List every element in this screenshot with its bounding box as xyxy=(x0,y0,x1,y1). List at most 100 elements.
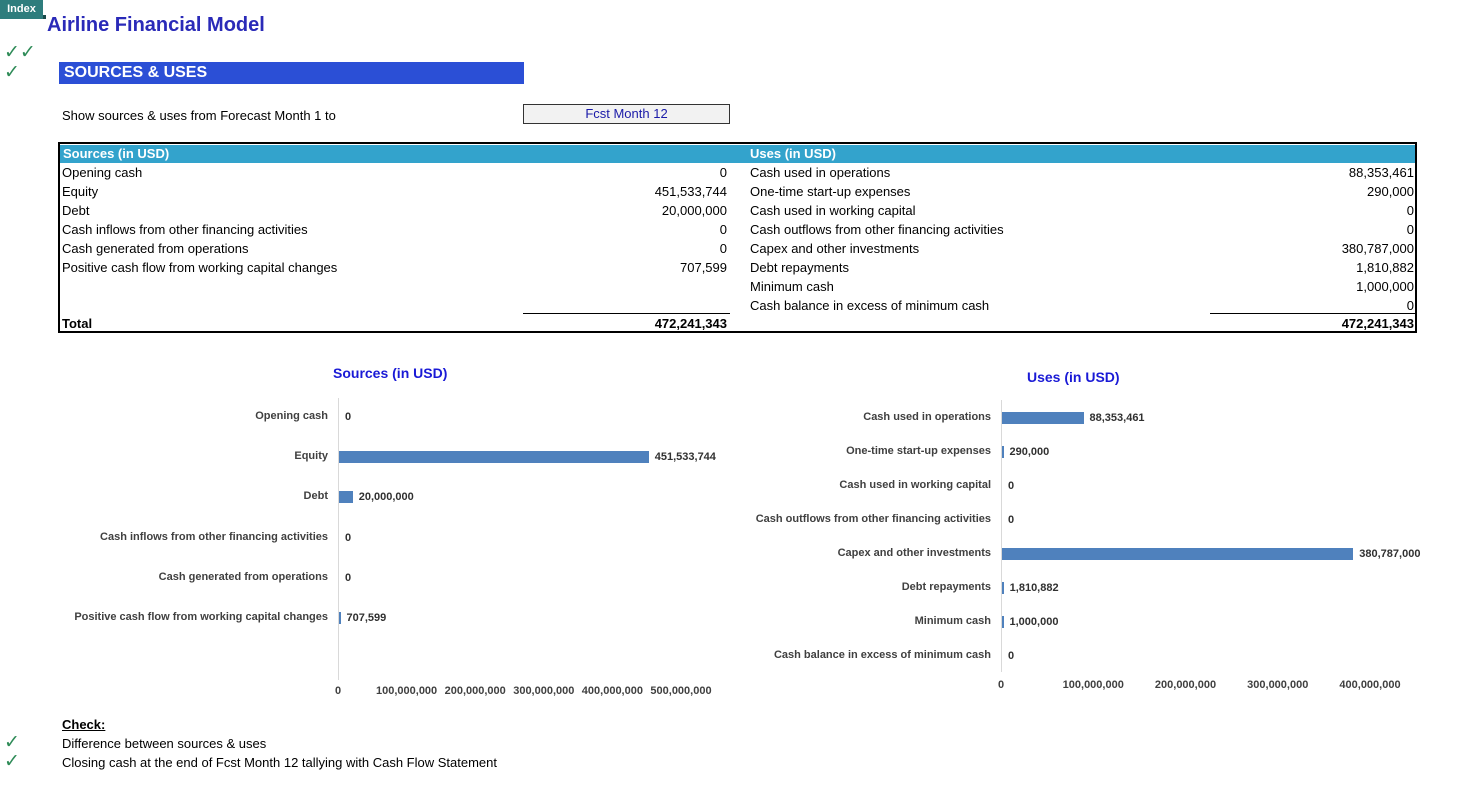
chart-tick-label: 200,000,000 xyxy=(444,685,506,697)
period-select[interactable]: Fcst Month 12 xyxy=(523,104,730,124)
chart-category-label: Cash generated from operations xyxy=(158,570,328,583)
chart-data-label: 0 xyxy=(345,411,352,423)
chart-category-label: Cash outflows from other financing activ… xyxy=(755,513,991,525)
chart-category-label: Debt xyxy=(303,490,328,503)
uses-row-label: Debt repayments xyxy=(750,260,849,275)
chart-tick-label: 100,000,000 xyxy=(1062,679,1124,691)
uses-row-value: 1,000,000 xyxy=(1356,279,1414,294)
uses-row-value: 0 xyxy=(1406,298,1414,313)
uses-row-label: Cash outflows from other financing activ… xyxy=(750,222,1004,237)
sources-row-label: Cash inflows from other financing activi… xyxy=(62,222,308,237)
chart-category-label: Cash inflows from other financing activi… xyxy=(100,530,328,543)
sources-row-value: 20,000,000 xyxy=(661,203,727,218)
chart-tick-label: 100,000,000 xyxy=(376,685,438,697)
period-label: Show sources & uses from Forecast Month … xyxy=(62,108,336,123)
uses-chart-title: Uses (in USD) xyxy=(1027,369,1120,385)
sources-chart-title: Sources (in USD) xyxy=(333,365,448,381)
page-title: Airline Financial Model xyxy=(47,14,265,36)
chart-tick-label: 300,000,000 xyxy=(1247,679,1309,691)
chart-data-label: 88,353,461 xyxy=(1089,412,1145,424)
uses-row-value: 0 xyxy=(1406,203,1414,218)
sources-row-label: Debt xyxy=(62,203,90,218)
chart-data-label: 451,533,744 xyxy=(654,451,716,464)
check-icon: ✓ xyxy=(4,62,20,83)
table-header-bar xyxy=(60,145,1415,163)
sources-row-value: 0 xyxy=(719,241,727,256)
chart-bar xyxy=(1002,616,1004,628)
chart-data-label: 707,599 xyxy=(346,612,387,624)
chart-data-label: 380,787,000 xyxy=(1359,548,1421,560)
sources-row-value: 707,599 xyxy=(680,260,727,275)
uses-total: 472,241,343 xyxy=(1341,316,1414,331)
sources-row-value: 0 xyxy=(719,165,727,180)
sources-row-label: Equity xyxy=(62,184,99,199)
sources-total: 472,241,343 xyxy=(654,316,727,331)
chart-tick-label: 200,000,000 xyxy=(1154,679,1217,691)
chart-data-label: 0 xyxy=(1008,480,1015,492)
chart-category-label: Capex and other investments xyxy=(837,547,991,559)
sources-total-rule xyxy=(523,313,730,314)
chart-data-label: 1,810,882 xyxy=(1009,582,1059,594)
chart-bar xyxy=(339,451,649,464)
chart-tick-label: 400,000,000 xyxy=(581,685,643,697)
chart-category-label: Cash used in working capital xyxy=(839,479,991,491)
chart-axis-line xyxy=(338,398,339,680)
check-item-difference: Difference between sources & uses xyxy=(62,736,267,751)
chart-axis-line xyxy=(1001,400,1002,672)
chart-category-label: Minimum cash xyxy=(914,615,991,627)
chart-bar xyxy=(1002,446,1004,458)
index-button[interactable]: Index xyxy=(0,0,46,19)
chart-data-label: 290,000 xyxy=(1009,446,1050,458)
chart-data-label: 0 xyxy=(345,571,352,584)
check-item-closing-cash: Closing cash at the end of Fcst Month 12… xyxy=(62,755,497,770)
chart-data-label: 0 xyxy=(345,531,352,544)
chart-bar xyxy=(1002,412,1084,424)
uses-header: Uses (in USD) xyxy=(750,146,836,161)
chart-data-label: 0 xyxy=(1008,514,1015,526)
uses-row-value: 290,000 xyxy=(1367,184,1414,199)
sources-row-label: Opening cash xyxy=(62,165,143,180)
uses-row-value: 88,353,461 xyxy=(1348,165,1414,180)
chart-category-label: Opening cash xyxy=(255,410,328,422)
chart-tick-label: 0 xyxy=(334,685,342,697)
chart-bar xyxy=(339,612,341,624)
uses-row-value: 380,787,000 xyxy=(1341,241,1414,256)
chart-category-label: Positive cash flow from working capital … xyxy=(74,611,328,623)
chart-bar xyxy=(339,491,353,504)
chart-category-label: Debt repayments xyxy=(901,581,991,593)
uses-total-rule xyxy=(1210,313,1415,314)
sources-uses-table xyxy=(58,142,1417,333)
check-icon-double: ✓✓ xyxy=(4,42,36,63)
sources-header: Sources (in USD) xyxy=(63,146,170,161)
chart-category-label: Cash balance in excess of minimum cash xyxy=(773,649,991,661)
uses-row-label: Cash balance in excess of minimum cash xyxy=(750,298,990,313)
sources-row-value: 451,533,744 xyxy=(654,184,727,199)
sources-row-label: Positive cash flow from working capital … xyxy=(62,260,338,275)
chart-bar xyxy=(1002,548,1354,560)
check-icon-closing-cash: ✓ xyxy=(4,751,20,772)
check-heading: Check: xyxy=(62,717,106,732)
uses-row-label: One-time start-up expenses xyxy=(750,184,911,199)
chart-data-label: 20,000,000 xyxy=(358,491,414,504)
sources-row-value: 0 xyxy=(719,222,727,237)
chart-category-label: Cash used in operations xyxy=(863,411,991,423)
uses-row-label: Minimum cash xyxy=(750,279,834,294)
chart-tick-label: 500,000,000 xyxy=(650,685,712,697)
chart-data-label: 0 xyxy=(1008,650,1015,662)
chart-category-label: One-time start-up expenses xyxy=(846,445,991,457)
chart-tick-label: 400,000,000 xyxy=(1339,679,1401,691)
section-banner: SOURCES & USES xyxy=(59,62,524,84)
chart-category-label: Equity xyxy=(294,450,328,463)
chart-tick-label: 0 xyxy=(997,679,1005,691)
uses-row-label: Capex and other investments xyxy=(750,241,920,256)
chart-tick-label: 300,000,000 xyxy=(513,685,575,697)
uses-row-label: Cash used in working capital xyxy=(750,203,916,218)
check-icon-difference: ✓ xyxy=(4,732,20,753)
sources-row-label: Cash generated from operations xyxy=(62,241,249,256)
uses-row-value: 0 xyxy=(1406,222,1414,237)
uses-row-label: Cash used in operations xyxy=(750,165,891,180)
chart-data-label: 1,000,000 xyxy=(1009,616,1059,628)
total-label: Total xyxy=(62,316,93,331)
uses-row-value: 1,810,882 xyxy=(1356,260,1414,275)
chart-bar xyxy=(1002,582,1004,594)
